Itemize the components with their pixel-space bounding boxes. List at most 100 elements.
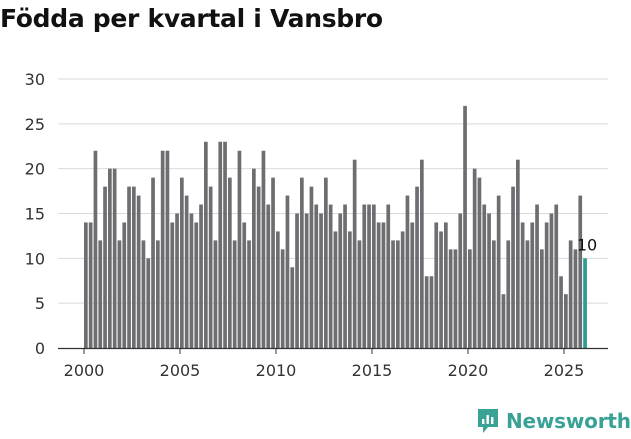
- bar: [295, 213, 299, 348]
- y-tick-label: 30: [25, 70, 45, 89]
- y-tick-label: 0: [35, 339, 45, 358]
- bar: [573, 249, 578, 348]
- bar: [424, 276, 429, 348]
- y-tick-label: 25: [25, 115, 45, 134]
- y-tick-label: 20: [25, 160, 45, 179]
- bar: [84, 222, 88, 348]
- y-tick-label: 15: [25, 205, 45, 224]
- x-tick-label: 2015: [352, 361, 393, 380]
- data-label: 10: [577, 235, 597, 254]
- bar: [242, 222, 247, 348]
- bar: [127, 186, 131, 348]
- bar: [376, 222, 381, 348]
- bar: [261, 150, 266, 348]
- bar: [540, 249, 544, 348]
- bar: [300, 177, 304, 348]
- x-tick-label: 2010: [256, 361, 297, 380]
- bar: [352, 159, 357, 348]
- bar: [271, 177, 275, 348]
- bar: [506, 240, 511, 348]
- bar: [170, 222, 175, 348]
- bar: [290, 267, 295, 348]
- bar: [420, 159, 424, 348]
- bar: [276, 231, 280, 348]
- bar: [492, 240, 496, 348]
- bar: [535, 204, 539, 348]
- bar: [544, 222, 549, 348]
- bar: [180, 177, 184, 348]
- x-tick-label: 2020: [448, 361, 489, 380]
- bar: [223, 141, 227, 348]
- bar: [228, 177, 232, 348]
- x-tick-label: 2000: [64, 361, 105, 380]
- bar: [516, 159, 520, 348]
- bar: [391, 240, 395, 348]
- bar: [232, 240, 237, 348]
- newsworthy-logo-icon: [478, 409, 498, 433]
- bar: [165, 150, 170, 348]
- bar: [175, 213, 179, 348]
- bar: [367, 204, 371, 348]
- bar: [453, 249, 458, 348]
- bar: [554, 204, 559, 348]
- bar: [280, 249, 285, 348]
- bar: [396, 240, 400, 348]
- bar: [525, 240, 530, 348]
- bar: [252, 168, 256, 348]
- bar: [338, 213, 343, 348]
- bar: [93, 150, 98, 348]
- bar: [463, 105, 467, 349]
- y-tick-label: 5: [35, 294, 45, 313]
- bar: [511, 186, 515, 348]
- bar: [285, 195, 290, 348]
- bar: [160, 150, 165, 348]
- bar: [204, 141, 208, 348]
- bar: [400, 231, 405, 348]
- bar: [405, 195, 410, 348]
- x-tick-label: 2005: [160, 361, 201, 380]
- bar: [189, 213, 194, 348]
- x-axis: 2000 2005 2010 2015 2020 2025: [58, 347, 608, 380]
- bar: [564, 294, 568, 348]
- bar: [333, 231, 338, 348]
- bar: [501, 294, 506, 348]
- bar: [156, 240, 160, 348]
- bar: [237, 150, 242, 348]
- bar: [496, 195, 501, 348]
- bar: [530, 222, 535, 348]
- bar: [256, 186, 261, 348]
- bar: [247, 240, 251, 348]
- newsworthy-brand[interactable]: Newsworthy: [476, 407, 631, 435]
- bar: [549, 213, 554, 348]
- bar: [444, 222, 448, 348]
- bar: [98, 240, 103, 348]
- bar: [568, 240, 573, 348]
- bar: [117, 240, 122, 348]
- bar: [136, 195, 141, 348]
- bar: [324, 177, 328, 348]
- y-axis-ticks: 0 5 10 15 20 25 30: [25, 70, 45, 358]
- bar: [434, 222, 439, 348]
- bar: [458, 213, 463, 348]
- bar: [429, 276, 434, 348]
- bar: [304, 213, 309, 348]
- newsworthy-label: Newsworthy: [506, 409, 631, 433]
- bar: [328, 204, 333, 348]
- annotations: 10: [577, 235, 597, 254]
- x-tick-label: 2025: [544, 361, 585, 380]
- bar: [439, 231, 443, 348]
- bar: [448, 249, 453, 348]
- bar: [319, 213, 323, 348]
- bar: [386, 204, 391, 348]
- bar: [103, 186, 107, 348]
- bar: [468, 249, 472, 348]
- bar: [381, 222, 386, 348]
- bar: [146, 258, 151, 348]
- bar: [208, 186, 213, 348]
- bar: [482, 204, 487, 348]
- bar: [184, 195, 189, 348]
- bar: [132, 186, 136, 348]
- bar: [88, 222, 93, 348]
- bar: [309, 186, 314, 348]
